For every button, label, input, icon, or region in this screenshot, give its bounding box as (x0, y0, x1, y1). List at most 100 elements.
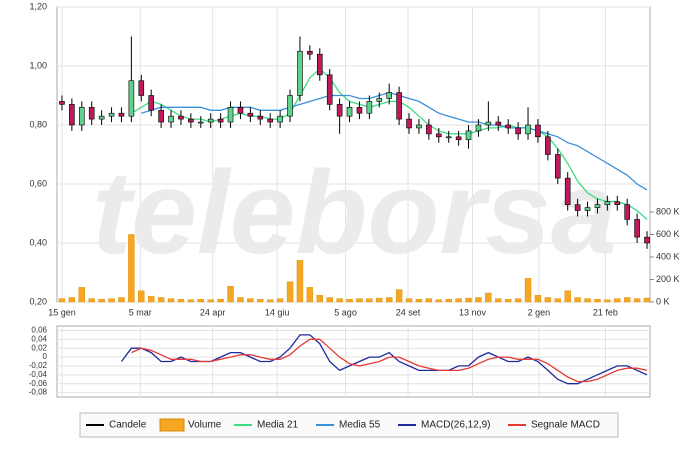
candle-body (406, 118, 412, 129)
legend-label: Candele (109, 420, 147, 431)
volume-bar (643, 297, 651, 303)
candle-body (138, 80, 145, 96)
candle-body (277, 115, 283, 123)
x-tick-label: 14 giu (265, 307, 290, 317)
candle-body (574, 204, 581, 211)
volume-bar (574, 297, 581, 303)
legend-label: Volume (188, 420, 222, 431)
y-tick-label: 0,04 (31, 334, 47, 343)
candle-body (326, 74, 333, 105)
y2-tick-label: 200 K (656, 274, 680, 284)
volume-bar (465, 297, 472, 303)
candle-body (257, 115, 264, 120)
volume-bar (534, 295, 542, 303)
volume-bar (187, 299, 195, 303)
legend-label: Media 55 (339, 420, 381, 431)
candle-body (644, 236, 650, 244)
candle-body (435, 133, 442, 138)
y2-tick-label: 0 K (656, 296, 670, 306)
volume-bar (564, 290, 571, 303)
volume-bar (614, 298, 621, 303)
volume-bar (504, 298, 512, 303)
candle-body (69, 104, 75, 126)
main-plot-frame (56, 6, 651, 303)
volume-bar (157, 297, 165, 303)
candle-body (634, 219, 640, 238)
y-tick-label: 0 (43, 352, 48, 361)
candle-body (604, 201, 611, 205)
candle-body (495, 121, 502, 126)
candle-body (465, 130, 472, 141)
volume-bar (544, 297, 552, 303)
macd-plot-frame (56, 325, 651, 398)
candle-body (59, 101, 65, 105)
candle-body (118, 112, 125, 117)
volume-bar (485, 292, 492, 303)
candle-body (545, 136, 551, 155)
candle-body (624, 204, 630, 220)
legend-label: Segnale MACD (531, 420, 600, 431)
x-tick-label: 5 mar (129, 307, 152, 317)
candle-body (564, 177, 571, 205)
volume-bar (108, 298, 115, 303)
volume-bar (524, 278, 532, 303)
candle-body (336, 104, 343, 117)
candle-body (505, 124, 511, 129)
candle-body (128, 80, 135, 117)
candle-body (158, 109, 164, 123)
volume-bar (376, 297, 383, 303)
y2-tick-label: 400 K (656, 251, 680, 261)
volume-bar (604, 299, 611, 303)
candle-body (416, 124, 422, 129)
volume-bar (247, 298, 254, 303)
candle-body (148, 95, 155, 111)
candle-body (346, 107, 353, 117)
volume-bar (197, 298, 204, 303)
volume-bar (356, 298, 363, 303)
volume-bar (138, 290, 145, 303)
x-tick-label: 2 gen (528, 307, 551, 317)
candle-body (485, 121, 492, 126)
volume-bar (267, 299, 274, 303)
y-tick-label: 0,60 (29, 178, 47, 188)
volume-bar (257, 298, 264, 303)
x-tick-label: 13 nov (459, 307, 487, 317)
volume-bar (296, 260, 304, 303)
volume-bar (405, 298, 413, 303)
volume-bar (633, 298, 641, 303)
candle-body (307, 50, 313, 55)
candle-body (594, 204, 601, 208)
volume-bar (475, 297, 482, 303)
x-tick-label: 15 gen (48, 307, 76, 317)
volume-bar (495, 298, 502, 303)
volume-bar (118, 297, 125, 303)
candle-body (535, 124, 541, 138)
volume-bar (177, 298, 185, 303)
volume-bar (425, 298, 433, 303)
candle-body (584, 207, 591, 211)
candle-body (614, 201, 621, 205)
candle-body (207, 118, 214, 123)
candle-body (316, 53, 323, 76)
volume-bar (227, 286, 234, 303)
candle-body (386, 92, 392, 99)
y2-tick-label: 800 K (656, 206, 680, 216)
watermark: teleborsa (92, 147, 617, 279)
volume-bar (326, 297, 333, 303)
line-series (131, 338, 648, 383)
volume-bar (286, 281, 294, 303)
volume-bar (276, 298, 284, 303)
candle-body (376, 98, 383, 102)
volume-bar (148, 296, 155, 303)
volume-bar (128, 234, 135, 303)
volume-bar (167, 298, 175, 303)
candle-body (366, 101, 373, 114)
x-tick-label: 24 apr (200, 307, 226, 317)
y-tick-label: 0,06 (31, 326, 47, 335)
legend-swatch (159, 418, 185, 432)
candle-body (188, 118, 194, 123)
y-tick-label: -0,02 (29, 361, 48, 370)
candle-body (88, 107, 95, 120)
candle-body (455, 136, 462, 141)
